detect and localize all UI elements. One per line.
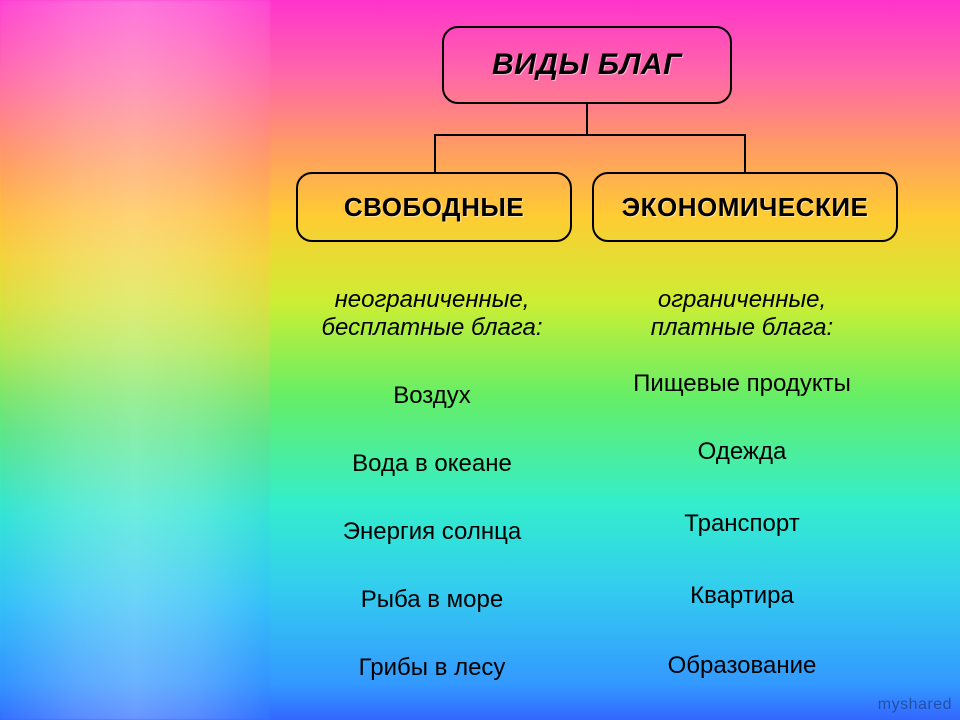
list-item: Квартира — [617, 582, 867, 610]
list-item: Рыба в море — [307, 586, 557, 614]
subtitle-line: неограниченные, — [307, 286, 557, 314]
node-left-label: СВОБОДНЫЕ — [344, 192, 524, 223]
list-item: Энергия солнца — [307, 518, 557, 546]
connector-root-down — [586, 104, 588, 134]
connector-to-right — [744, 134, 746, 172]
list-item: Пищевые продукты — [617, 370, 867, 398]
list-item: Транспорт — [617, 510, 867, 538]
left-subtitle: неограниченные,бесплатные блага: — [307, 286, 557, 342]
node-root: ВИДЫ БЛАГ — [442, 26, 732, 104]
list-item: Одежда — [617, 438, 867, 466]
node-right: ЭКОНОМИЧЕСКИЕ — [592, 172, 898, 242]
subtitle-line: бесплатные блага: — [307, 314, 557, 342]
connector-to-left — [434, 134, 436, 172]
list-item: Грибы в лесу — [307, 654, 557, 682]
list-item: Вода в океане — [307, 450, 557, 478]
diagram-canvas: ВИДЫ БЛАГ СВОБОДНЫЕ ЭКОНОМИЧЕСКИЕ неогра… — [0, 0, 960, 720]
subtitle-line: ограниченные, — [617, 286, 867, 314]
subtitle-line: платные блага: — [617, 314, 867, 342]
list-item: Воздух — [307, 382, 557, 410]
node-right-label: ЭКОНОМИЧЕСКИЕ — [622, 192, 869, 223]
watermark: myshared — [878, 696, 952, 714]
list-item: Образование — [617, 652, 867, 680]
right-subtitle: ограниченные,платные блага: — [617, 286, 867, 342]
node-root-label: ВИДЫ БЛАГ — [492, 48, 682, 82]
node-left: СВОБОДНЫЕ — [296, 172, 572, 242]
connector-horizontal-split — [434, 134, 744, 136]
